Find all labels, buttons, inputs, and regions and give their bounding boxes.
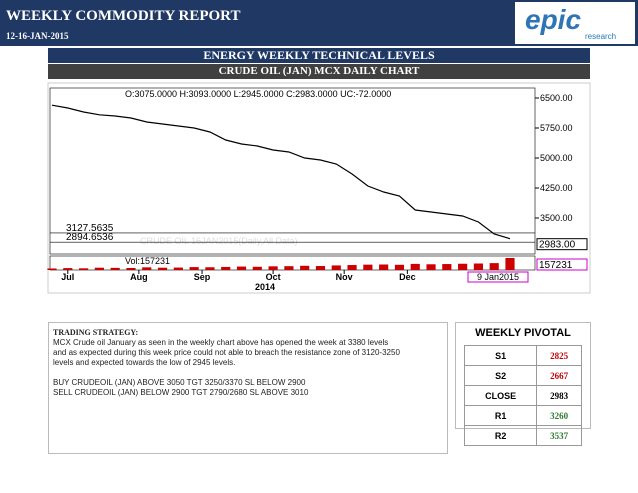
x-tick-label: Dec [399,272,416,282]
banner: ENERGY WEEKLY TECHNICAL LEVELS [48,48,590,63]
volume-bar [300,265,310,270]
volume-bar [284,266,294,270]
volume-bar [473,263,483,270]
price-line [51,104,511,240]
pivot-row: R2 3537 [463,425,582,446]
volume-bar [268,266,278,270]
x-tick-label: Oct [266,272,281,282]
strategy-line: MCX Crude oil January as seen in the wee… [53,338,389,347]
pivot-label: R2 [463,425,538,446]
y-tick-label: 5750.00 [540,123,573,133]
last-date-box [467,271,529,283]
logo: epic research [515,2,635,44]
pivot-label: S1 [463,345,538,366]
volume-bar [489,263,499,270]
volume-bar [505,258,515,270]
volume-bar [47,268,57,270]
last-price-box [536,238,588,251]
pivot-value: 2825 [536,345,582,366]
volume-label: Vol:157231 [125,256,170,266]
y-tick-label: 4250.00 [540,183,573,193]
volume-bar [79,268,89,270]
chart: O:3075.0000 H:3093.0000 L:2945.0000 C:29… [47,82,591,294]
volume-bar [442,264,452,270]
volume-bar [157,267,168,270]
volume-bar [110,267,120,270]
volume-bar [394,264,405,270]
chart-title: CRUDE OIL (JAN) MCX DAILY CHART [48,64,590,79]
strategy-call: BUY CRUDEOIL (JAN) ABOVE 3050 TGT 3250/3… [53,378,306,387]
pivot-value: 3260 [536,405,582,426]
pivot-title: WEEKLY PIVOTAL [475,327,571,339]
strategy-title: TRADING STRATEGY: [53,328,139,337]
y-tick-label: 3500.00 [540,213,573,223]
pivot-row: CLOSE 2983 [463,385,582,406]
strategy-line: and as expected during this week price c… [53,348,400,357]
level-label: 2894.6536 [66,232,114,243]
chart-frame [47,82,591,294]
date: 12-16-JAN-2015 [6,31,69,41]
volume-bar [142,267,152,270]
y-tick-label: 6500.00 [540,93,573,103]
pivot-value: 2667 [536,365,582,386]
volume-bar [315,266,326,270]
strategy-box: TRADING STRATEGY: MCX Crude oil January … [48,322,448,454]
x-tick-label: Sep [194,272,211,282]
pivot-row: S2 2667 [463,365,582,386]
volume-bar [221,266,231,270]
x-tick-label: Nov [336,272,353,282]
volume-bar [252,266,262,270]
logo-text: epic [525,4,582,35]
volume-last: 157231 [539,260,573,271]
pivot-label: R1 [463,405,538,426]
logo-sub: research [585,32,617,41]
pivot-table: S1 2825 S2 2667 CLOSE 2983 R1 3260 R2 3537 [463,345,582,446]
watermark: CRUDE OIL 16JAN2015(Daily,All Data) [140,236,298,246]
volume-bar [126,268,136,270]
strategy-call: SELL CRUDEOIL (JAN) BELOW 2900 TGT 2790/… [53,388,309,397]
volume-bar [94,267,104,270]
pivot-box: WEEKLY PIVOTAL S1 2825 S2 2667 CLOSE 2983 R1 32… [455,322,591,446]
price-panel [49,87,536,255]
last-price: 2983.00 [539,240,576,251]
last-date: 9 Jan2015 [477,272,519,282]
volume-bar [363,264,373,270]
pivot-label: CLOSE [463,385,538,406]
volume-bar [205,267,215,270]
strategy: TRADING STRATEGY: MCX Crude oil January … [49,323,447,403]
title: WEEKLY COMMODITY REPORT [6,8,241,24]
volume-bar [331,265,341,270]
volume-bar [63,268,73,270]
x-tick-label: Aug [130,272,148,282]
year: 2014 [255,282,275,292]
volume-bar [347,265,357,270]
y-tick-label: 5000.00 [540,153,573,163]
pivot-row: S1 2825 [463,345,582,366]
pivot-value: 3537 [536,425,582,446]
header: WEEKLY COMMODITY REPORT 12-16-JAN-2015 e… [0,0,638,46]
volume-last-box [536,258,588,271]
x-tick-label: Jul [61,272,74,282]
volume-bar [426,264,436,270]
pivot-label: S2 [463,365,538,386]
level-label: 3127.5635 [66,223,114,234]
volume-bar [236,266,247,270]
strategy-line: levels and expected towards the low of 2… [53,358,236,367]
volume-bar [458,263,468,270]
pivot-row: R1 3260 [463,405,582,426]
volume-bar [379,264,389,270]
ohlc: O:3075.0000 H:3093.0000 L:2945.0000 C:29… [125,89,391,99]
pivot-value: 2983 [536,385,582,406]
volume-bar [173,267,183,270]
volume-bar [410,263,420,270]
volume-bar [189,267,199,270]
